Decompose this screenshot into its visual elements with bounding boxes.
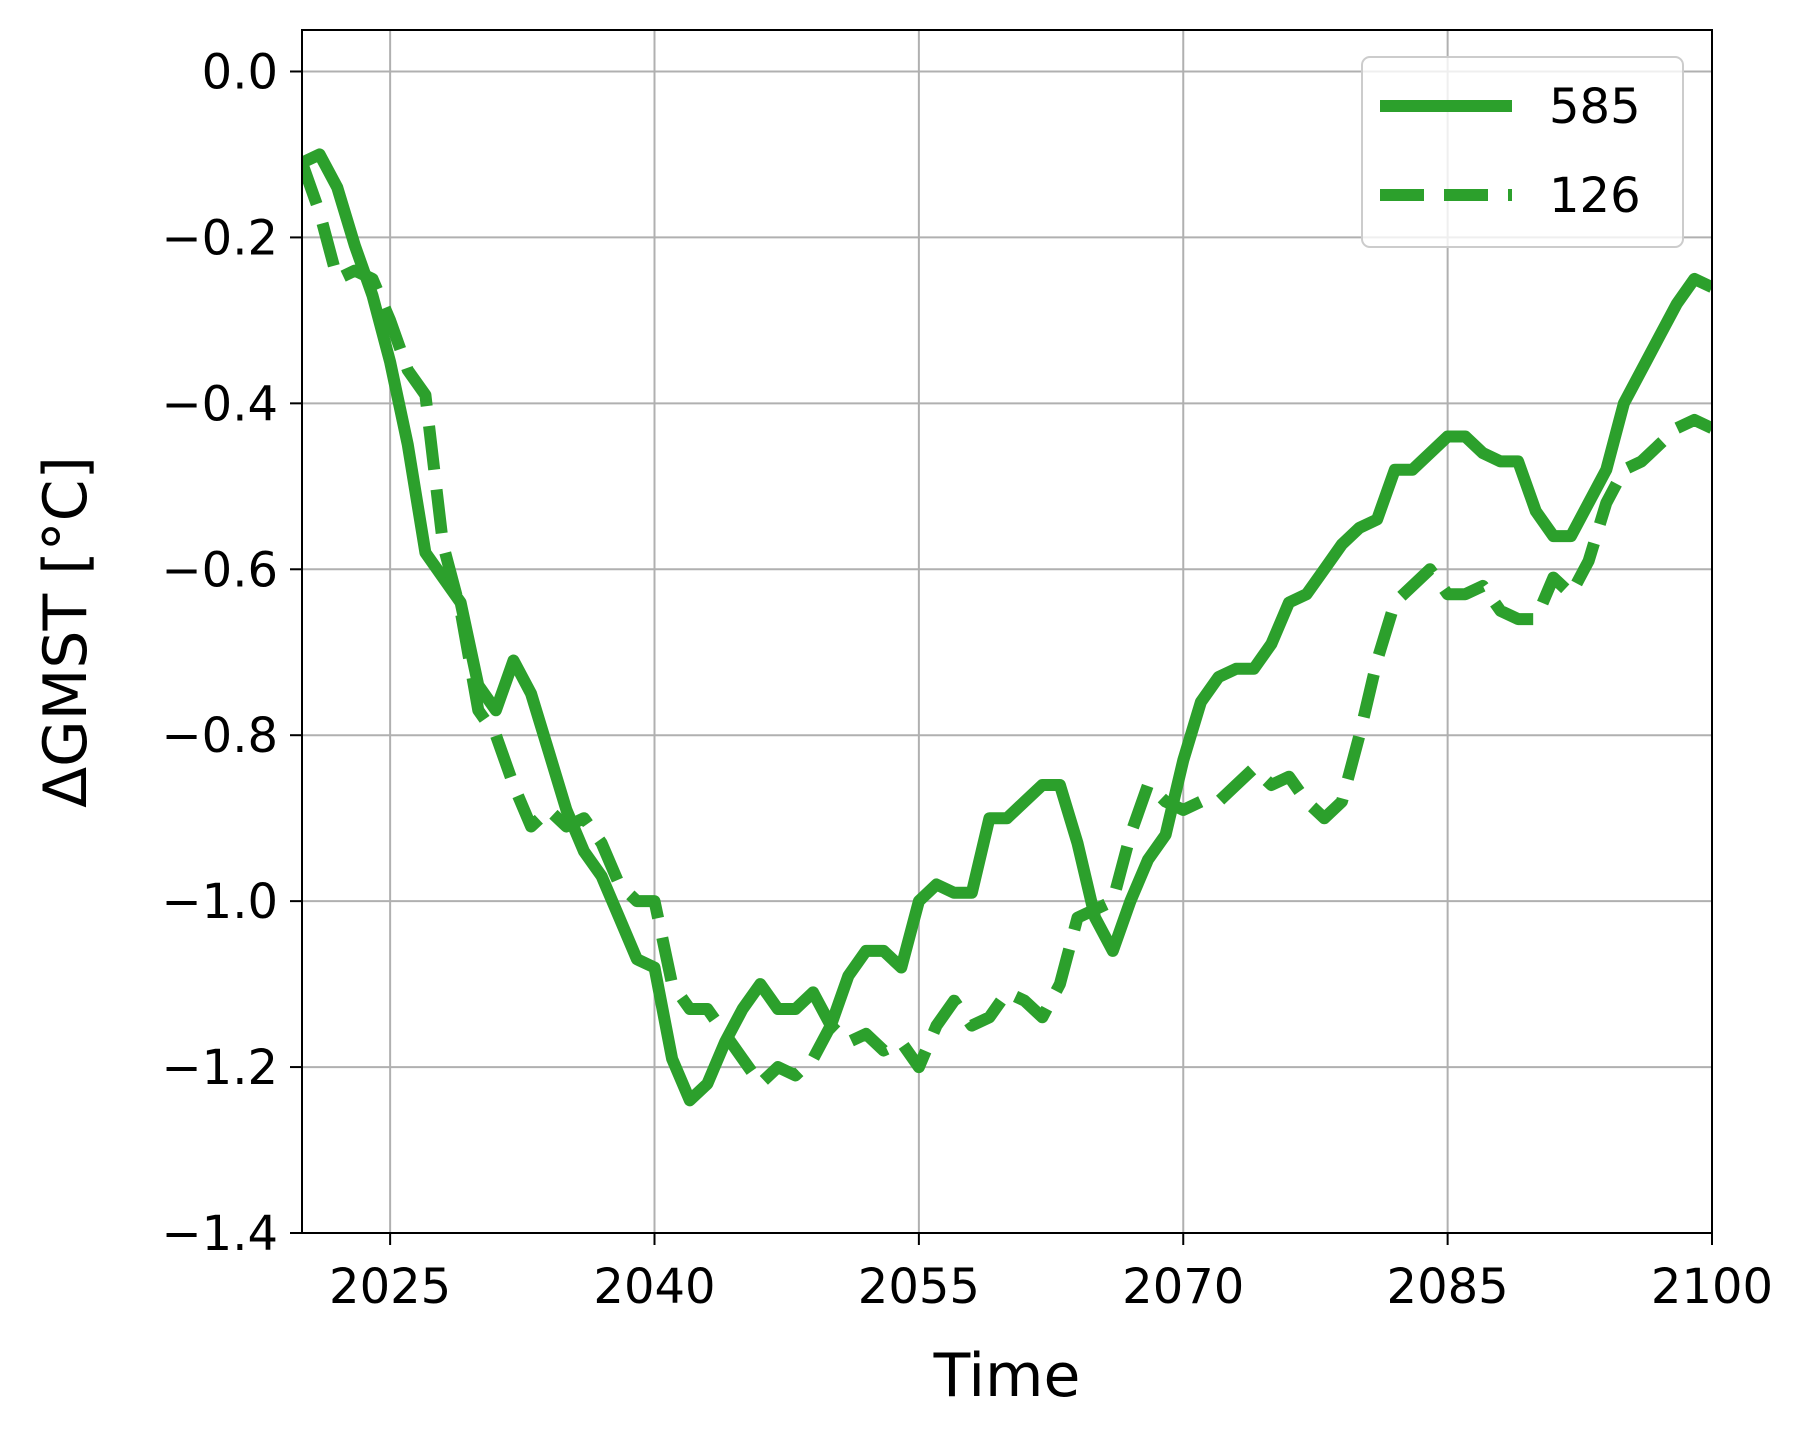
tick-labels: 2025 2040 2055 2070 2085 2100 0.0 −0.2 −0.4 −0.6 −… — [161, 44, 1773, 1315]
plot-frame — [301, 29, 1713, 1234]
y-tick-label: −0.2 — [161, 210, 278, 266]
y-tick-label: −1.2 — [161, 1040, 278, 1096]
legend: 585 126 — [1361, 56, 1684, 248]
y-tick-label: −1.0 — [161, 874, 278, 930]
series-line-126 — [302, 160, 1712, 1090]
x-axis-title: Time — [933, 1341, 1081, 1411]
y-tick-label: −0.6 — [161, 542, 278, 598]
series-group — [302, 148, 1712, 1107]
y-tick-label: −0.8 — [161, 708, 278, 764]
y-tick-label: 0.0 — [202, 44, 278, 100]
y-tick-label: −1.4 — [161, 1206, 278, 1262]
legend-label-585: 585 — [1549, 79, 1641, 135]
x-tick-label: 2040 — [593, 1259, 715, 1315]
x-tick-label: 2055 — [858, 1259, 980, 1315]
x-tick-label: 2085 — [1387, 1259, 1509, 1315]
ticks — [290, 70, 1713, 1245]
x-tick-label: 2070 — [1122, 1259, 1244, 1315]
y-tick-label: −0.4 — [161, 376, 278, 432]
y-axis-title: ΔGMST [°C] — [31, 456, 101, 808]
x-tick-label: 2025 — [329, 1259, 451, 1315]
legend-label-126: 126 — [1549, 168, 1641, 224]
series-line-585 — [302, 148, 1712, 1107]
x-tick-label: 2100 — [1651, 1259, 1773, 1315]
